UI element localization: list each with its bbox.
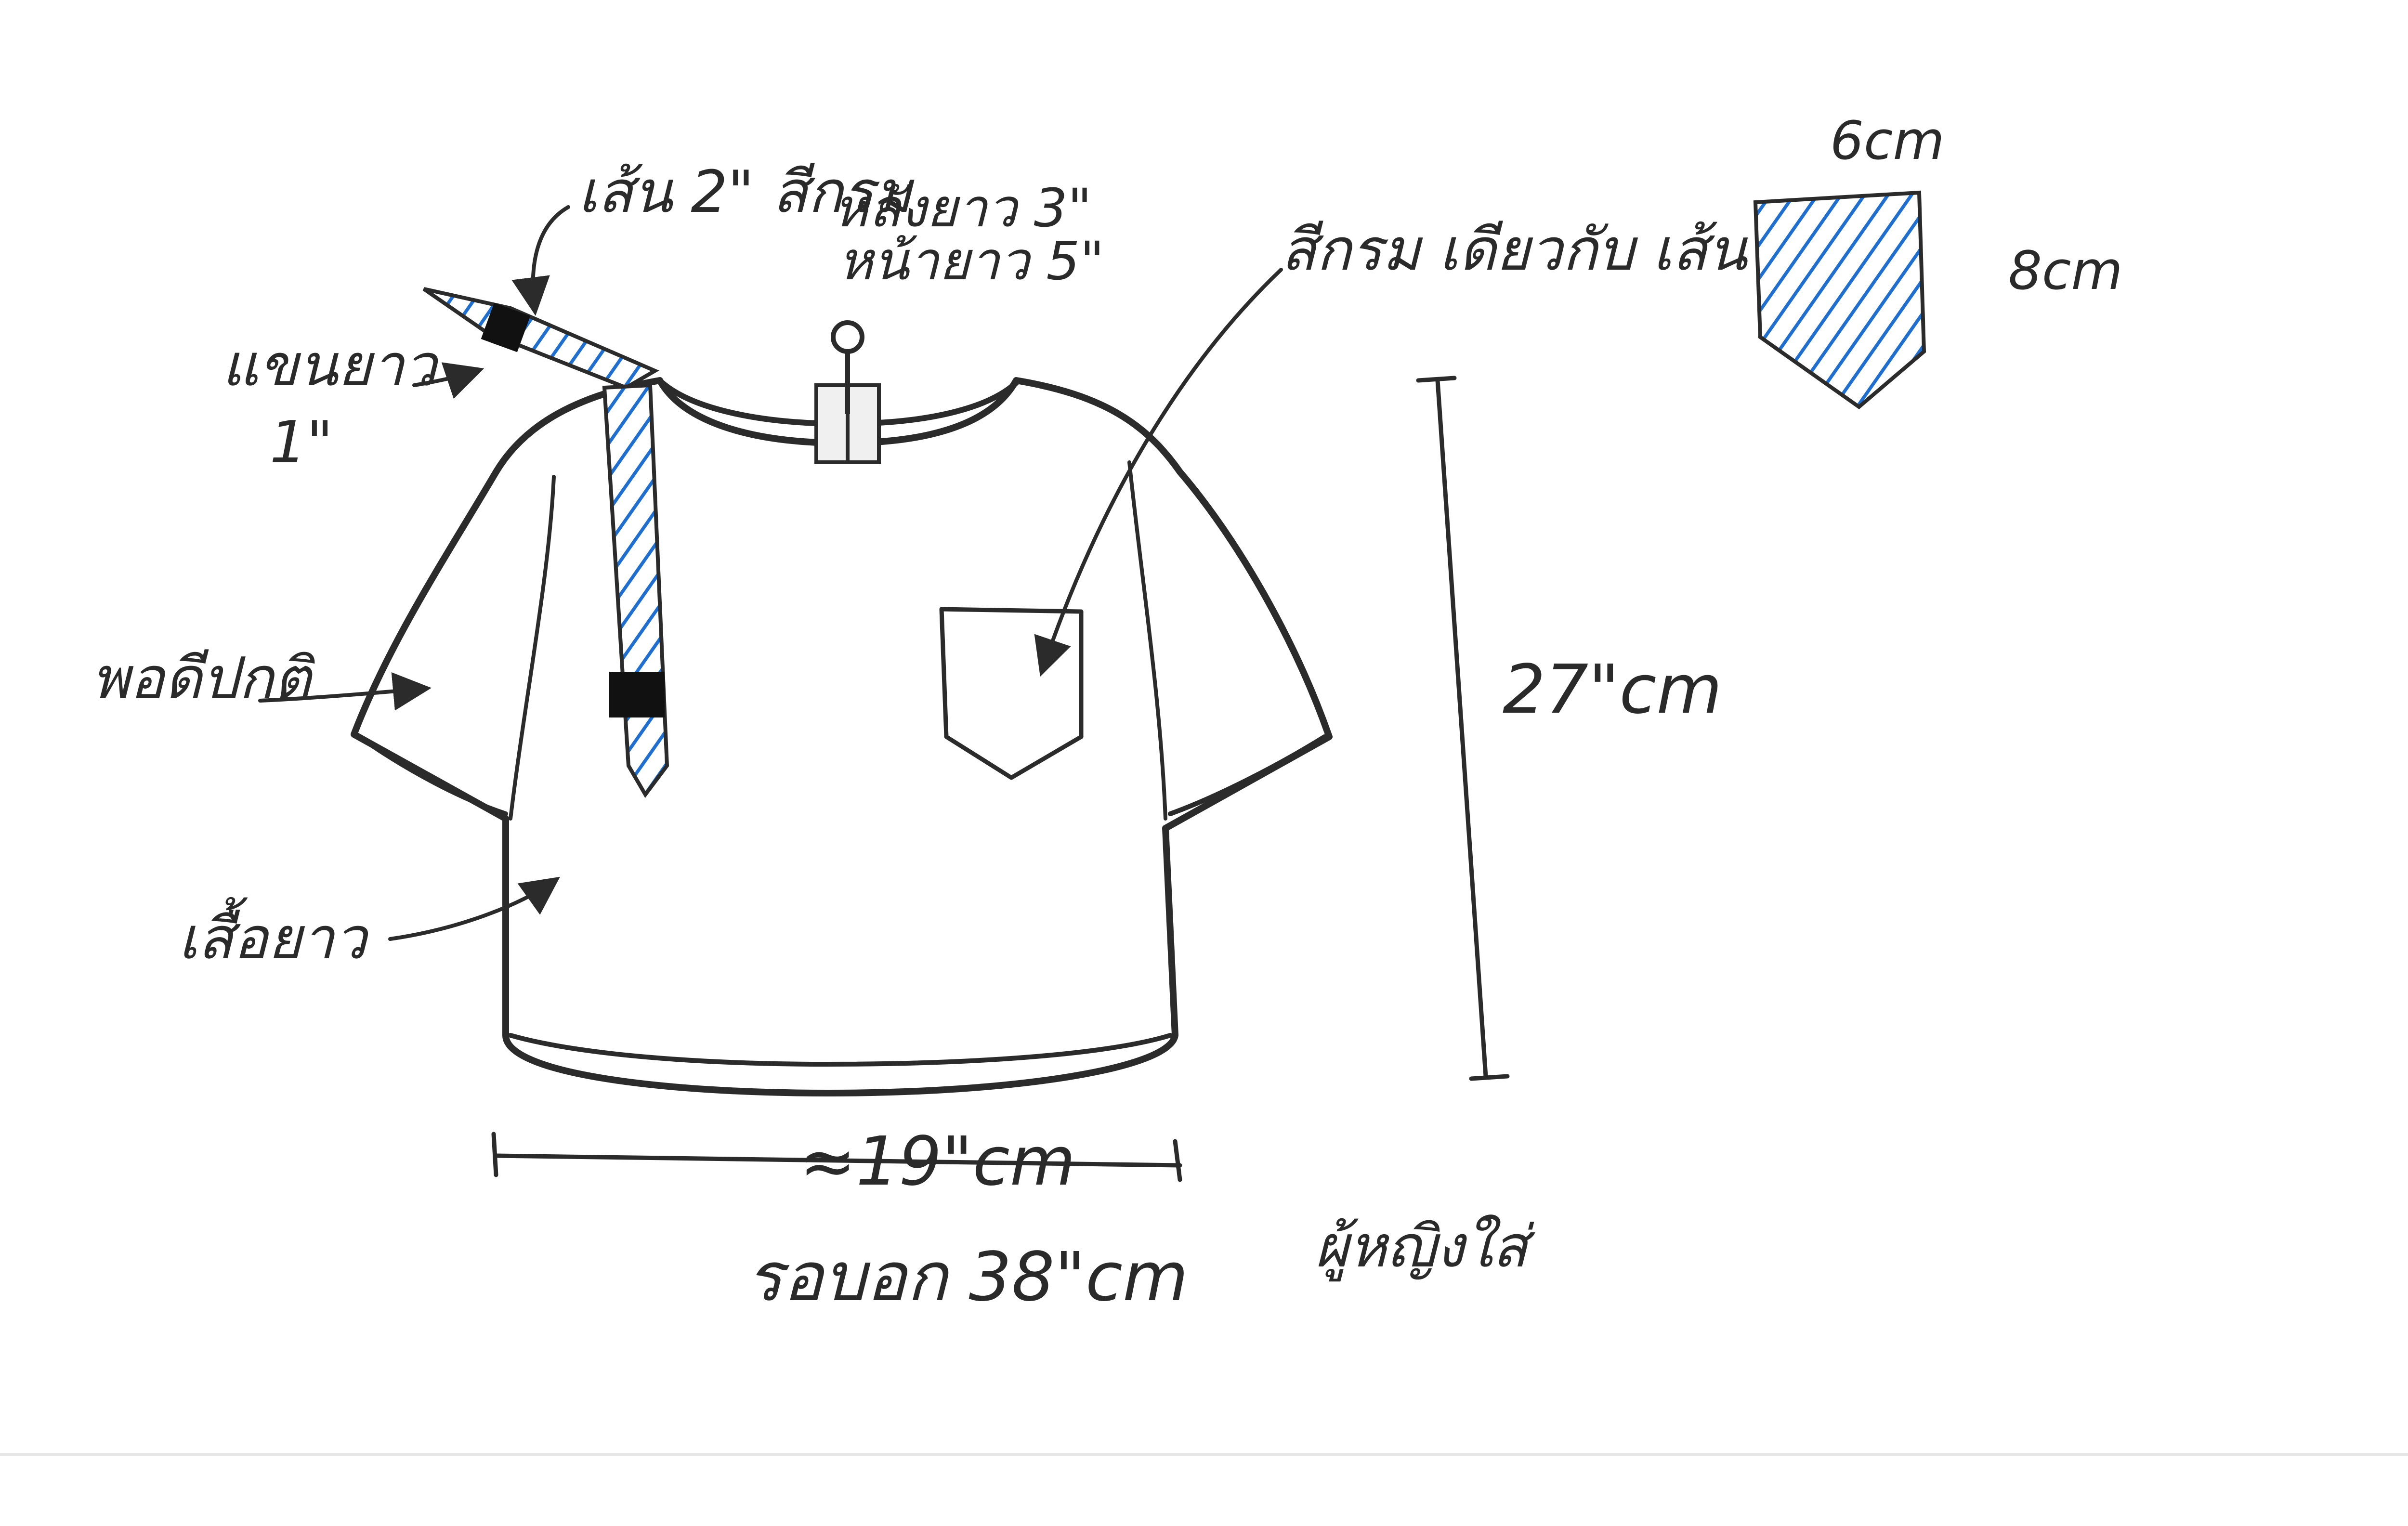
- annotations: เส้น 2" สีกรม หลังยาว 3" หน้ายาว 5" สีกร…: [92, 159, 1748, 1282]
- width-dimension: ≈19"cm รอบอก 38"cm: [491, 1122, 1188, 1317]
- half-width-label: ≈19"cm: [799, 1122, 1075, 1201]
- strap-title-label: เส้น 2" สีกรม: [578, 159, 915, 226]
- chest-pocket: [939, 607, 1084, 780]
- left-sleeve-hem: [354, 732, 508, 816]
- fabric-note-label: พอดีปกติ: [92, 645, 315, 712]
- wearer-note-label: ผู้หญิงใส่: [1315, 1213, 1535, 1282]
- length-dimension: 27"cm: [1416, 376, 1722, 1081]
- strap-buckle-bottom: [609, 672, 665, 717]
- strap-front-length-label: หน้ายาว 5": [838, 230, 1104, 292]
- sleeve-length-label-line1: แขนยาว: [222, 332, 440, 399]
- shirt-length-label: เสื้อยาว: [178, 897, 370, 972]
- sleeve-length-label-line2: 1": [270, 409, 333, 476]
- chest-round-label: รอบอก 38"cm: [746, 1238, 1188, 1317]
- right-sleeve-hem: [1168, 734, 1327, 816]
- strap-front-section: [602, 383, 669, 798]
- bottom-hem: [508, 1033, 1173, 1067]
- blue-strap: [422, 287, 669, 798]
- pocket-detail: 6cm 8cm: [1753, 110, 2123, 410]
- body-length-label: 27"cm: [1503, 651, 1722, 729]
- pocket-width-label: 6cm: [1830, 110, 1945, 171]
- pocket-color-label: สีกรม เดียวกับ เส้น: [1281, 217, 1748, 284]
- tshirt-sketch: [351, 320, 1333, 1096]
- strap-back-length-label: หลังยาว 3": [833, 177, 1092, 239]
- back-zipper: [814, 320, 881, 464]
- pocket-height-label: 8cm: [2008, 240, 2123, 301]
- pocket-detail-shape: [1753, 190, 1926, 410]
- tshirt-outline: [351, 377, 1333, 1096]
- left-armhole-seam: [509, 475, 556, 821]
- strap-back-section: [422, 287, 659, 390]
- right-armhole-seam: [1127, 460, 1167, 821]
